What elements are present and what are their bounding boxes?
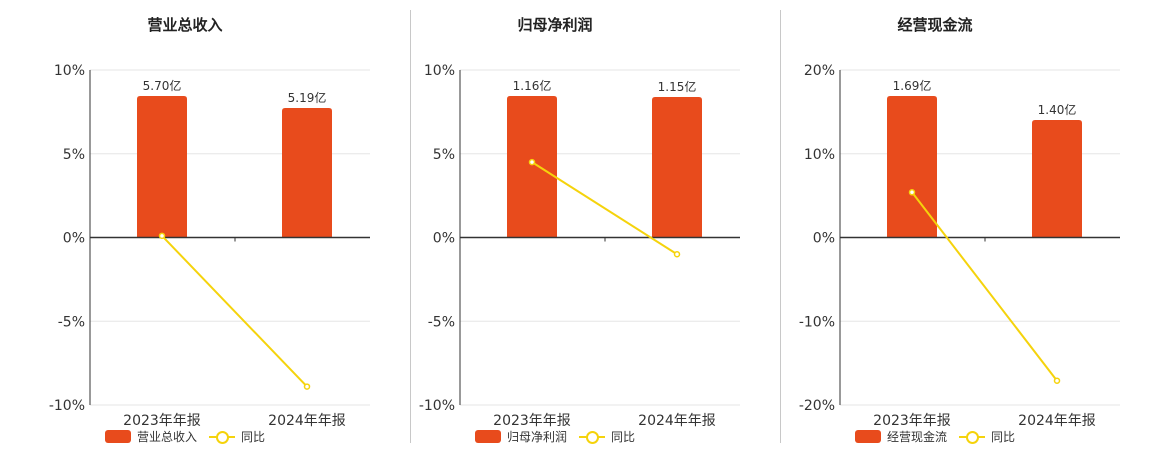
chart-plot: 10% 5% 0% -5% -10% 5.70亿 5.19亿 2023年年报 2024年年报	[49, 63, 370, 429]
chart-title: 营业总收入	[147, 16, 223, 34]
chart-legend: 经营现金流 同比	[750, 428, 1120, 445]
bar	[652, 97, 702, 238]
y-tick-label: 5%	[63, 147, 85, 163]
legend-line-swatch	[579, 430, 605, 444]
y-tick-label: -10%	[49, 398, 85, 414]
x-tick-label: 2023年年报	[123, 413, 201, 429]
panel-divider	[780, 10, 781, 443]
line-point	[528, 158, 536, 166]
line-point	[303, 383, 311, 390]
y-tick-label: 5%	[433, 147, 455, 163]
line-series	[531, 161, 678, 256]
legend-item-line[interactable]: 同比	[579, 428, 635, 445]
line-series	[911, 191, 1058, 382]
legend-item-bar[interactable]: 归母净利润	[474, 428, 567, 445]
legend-item-line[interactable]: 同比	[959, 428, 1015, 445]
y-tick-label: 0%	[433, 231, 455, 247]
bar	[282, 108, 332, 238]
y-tick-label: 0%	[813, 231, 835, 247]
bar	[507, 96, 557, 238]
chart-plot: 10% 5% 0% -5% -10% 1.16亿 1.15亿 2023年年报 2024年年报	[419, 63, 740, 429]
legend-line-swatch	[959, 430, 985, 444]
legend-item-bar[interactable]: 经营现金流	[854, 428, 947, 445]
line-series	[161, 235, 308, 388]
bar-data-label: 1.16亿	[513, 78, 552, 93]
legend-bar-swatch	[104, 430, 131, 443]
chart-panel-revenue: 营业总收入 10% 5% 0% -5% -10% 5.70亿 5.19亿 2023年年报 202…	[0, 0, 370, 450]
bar	[137, 96, 187, 238]
y-tick-label: 10%	[54, 63, 85, 79]
line-point	[673, 251, 681, 258]
x-tick-label: 2023年年报	[493, 413, 571, 429]
y-tick-label: 0%	[63, 231, 85, 247]
y-tick-label: -10%	[799, 314, 835, 330]
bar-data-label: 1.15亿	[658, 79, 697, 94]
bar-data-label: 1.69亿	[893, 78, 932, 93]
line-point	[158, 232, 166, 240]
chart-legend: 归母净利润 同比	[370, 428, 740, 445]
chart-plot: 20% 10% 0% -10% -20% 1.69亿 1.40亿 2023年年报 2024年年报	[799, 63, 1120, 429]
bar	[887, 96, 937, 238]
line-point	[1053, 377, 1061, 384]
legend-bar-label: 经营现金流	[886, 430, 947, 444]
y-tick-label: -20%	[799, 398, 835, 414]
bar-data-label: 1.40亿	[1038, 102, 1077, 117]
legend-bar-label: 归母净利润	[506, 430, 567, 444]
y-tick-label: -5%	[58, 314, 85, 330]
legend-item-line[interactable]: 同比	[209, 428, 265, 445]
legend-bar-swatch	[474, 430, 501, 443]
x-tick-label: 2024年年报	[638, 413, 716, 429]
chart-legend: 营业总收入 同比	[0, 428, 370, 445]
bar-data-label: 5.70亿	[143, 78, 182, 93]
bar-data-label: 5.19亿	[288, 90, 327, 105]
y-tick-label: 10%	[804, 147, 835, 163]
legend-item-bar[interactable]: 营业总收入	[104, 428, 197, 445]
chart-title: 经营现金流	[897, 16, 973, 34]
legend-bar-label: 营业总收入	[136, 430, 197, 444]
legend-line-label: 同比	[991, 430, 1016, 444]
chart-title: 归母净利润	[517, 16, 593, 34]
x-tick-label: 2023年年报	[873, 413, 951, 429]
panel-divider	[410, 10, 411, 443]
chart-panel-net-profit: 归母净利润 10% 5% 0% -5% -10% 1.16亿 1.15亿 2023年年报 202…	[370, 0, 740, 450]
legend-line-label: 同比	[241, 430, 266, 444]
y-tick-label: -5%	[428, 314, 455, 330]
bar	[1032, 120, 1082, 238]
line-point	[908, 189, 916, 196]
legend-line-swatch	[209, 430, 235, 444]
legend-bar-swatch	[854, 430, 881, 443]
x-tick-label: 2024年年报	[1018, 413, 1096, 429]
y-tick-label: 10%	[424, 63, 455, 79]
chart-panel-cash-flow: 经营现金流 20% 10% 0% -10% -20% 1.69亿 1.40亿 2023年年报 2…	[750, 0, 1120, 450]
x-tick-label: 2024年年报	[268, 413, 346, 429]
legend-line-label: 同比	[611, 430, 636, 444]
y-tick-label: -10%	[419, 398, 455, 414]
y-tick-label: 20%	[804, 63, 835, 79]
